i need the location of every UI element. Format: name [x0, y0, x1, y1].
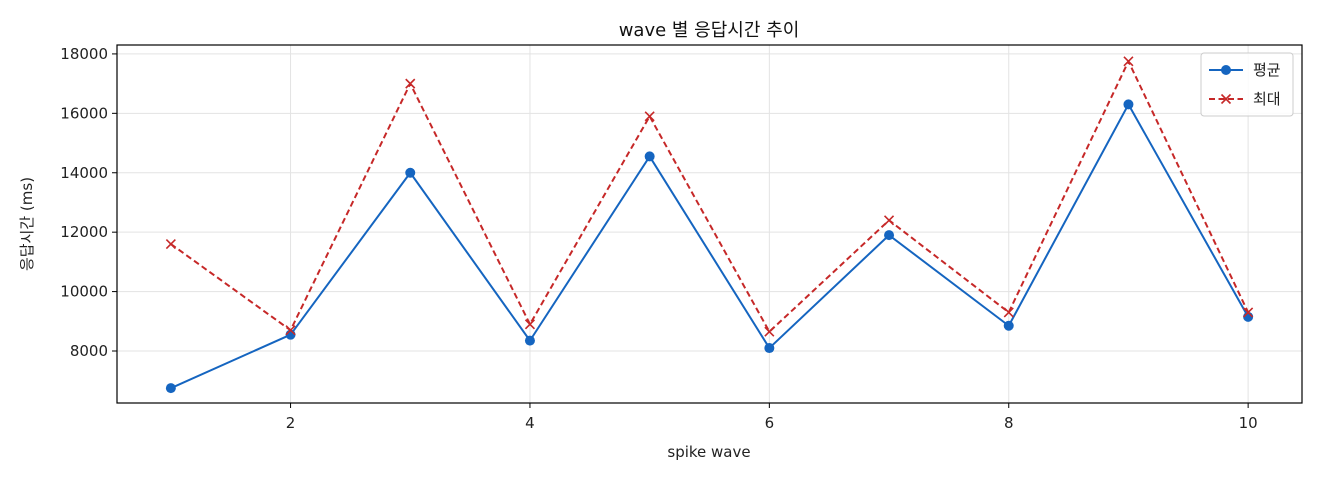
legend-swatch-marker-stroke	[1220, 93, 1232, 105]
series-2-point	[285, 325, 296, 336]
x-tick-label: 4	[525, 414, 535, 432]
legend-label: 최대	[1253, 90, 1281, 108]
legend-swatch-marker	[1221, 65, 1231, 75]
series-2-point-stroke	[644, 111, 655, 122]
series-1-point	[524, 335, 535, 346]
series-1-point	[1123, 99, 1134, 110]
series-2	[165, 56, 1254, 337]
series-2-line	[170, 60, 1250, 333]
series-1-point	[165, 383, 176, 394]
legend-label: 평균	[1253, 61, 1281, 79]
y-tick-label: 10000	[60, 283, 108, 301]
x-tick-label: 2	[286, 414, 296, 432]
x-tick-label: 6	[765, 414, 775, 432]
x-axis-label: spike wave	[667, 443, 750, 461]
y-tick-label: 12000	[60, 223, 108, 241]
x-tick-label: 10	[1239, 414, 1258, 432]
grid-lines	[117, 45, 1302, 403]
series-2-point	[405, 78, 416, 89]
series-2-point	[165, 238, 176, 250]
series-1-point	[1003, 320, 1014, 331]
series-1-point	[884, 230, 895, 241]
series-2-point-stroke	[165, 238, 176, 250]
y-tick-label: 8000	[70, 342, 108, 360]
series-2-point	[524, 319, 536, 330]
series-2-point-stroke	[285, 325, 296, 336]
chart-title: wave 별 응답시간 추이	[619, 20, 800, 41]
series-2-point	[644, 111, 655, 122]
series-2-point-stroke	[405, 78, 416, 89]
series-1-point	[405, 167, 416, 178]
legend-item-2: 최대	[1209, 90, 1281, 108]
series-2-point	[1003, 307, 1014, 318]
y-tick-label: 14000	[60, 164, 108, 182]
axes: 2 4 6 8 10 8000 10000 12000 14000 16000 18000	[60, 44, 1303, 432]
series-1-point	[764, 343, 775, 354]
series-2-point-stroke	[883, 215, 895, 226]
series-2-point-stroke	[1003, 307, 1014, 318]
y-tick-label: 18000	[60, 45, 108, 63]
series-2-point	[1243, 307, 1254, 318]
y-axis-label: 응답시간 (ms)	[18, 177, 36, 271]
series-1	[165, 99, 1254, 394]
series-2-point	[883, 215, 895, 226]
series-1-point	[644, 151, 655, 162]
series-2-point-stroke	[1243, 307, 1254, 318]
x-tick-label: 8	[1004, 414, 1014, 432]
series-2-point-stroke	[524, 319, 536, 330]
y-tick-label: 16000	[60, 104, 108, 122]
series-2-point	[1123, 56, 1134, 67]
series-2-point-stroke	[764, 326, 775, 337]
series-2-point	[764, 326, 775, 337]
legend-item-1: 평균	[1209, 61, 1281, 79]
series-2-point-stroke	[1123, 56, 1134, 67]
series-layer	[165, 56, 1254, 394]
plot-frame	[116, 44, 1303, 404]
legend-swatch-marker	[1220, 93, 1232, 105]
series-1-line	[170, 103, 1250, 390]
